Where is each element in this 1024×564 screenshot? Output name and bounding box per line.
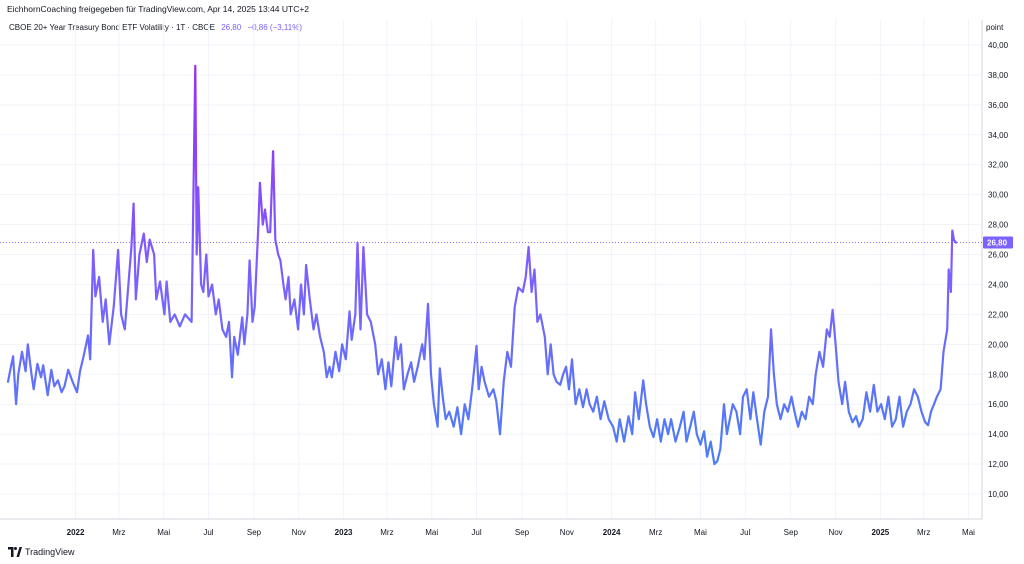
symbol-legend[interactable]: CBOE 20+ Year Treasury Bond ETF Volatili… — [9, 23, 302, 32]
symbol-name: CBOE 20+ Year Treasury Bond ETF Volatili… — [9, 23, 215, 32]
tradingview-logo-icon — [8, 547, 22, 557]
price-tick-label: 38,00 — [988, 71, 1009, 80]
price-tick-label: 10,00 — [988, 490, 1009, 499]
time-tick-label: 2023 — [335, 528, 353, 537]
time-tick-label: Mai — [157, 528, 170, 537]
price-tick-label: 36,00 — [988, 101, 1009, 110]
time-tick-label: Mrz — [380, 528, 393, 537]
time-tick-label: Sep — [247, 528, 262, 537]
tradingview-logo[interactable]: TradingView — [8, 547, 75, 557]
price-tag-label: 26,80 — [987, 239, 1008, 248]
time-tick-label: Nov — [292, 528, 306, 537]
time-tick-label: Nov — [560, 528, 574, 537]
time-tick-label: 2022 — [67, 528, 85, 537]
time-axis-labels: 2022 Mrz Mai Jul Sep Nov 2023 Mrz Mai Jul Sep Nov 20… — [67, 528, 975, 537]
time-tick-label: Sep — [515, 528, 530, 537]
time-tick-label: 2025 — [871, 528, 889, 537]
time-tick-label: Mai — [962, 528, 975, 537]
time-tick-label: 2024 — [603, 528, 621, 537]
time-tick-label: Mrz — [649, 528, 662, 537]
share-caption: EichhornCoaching freigegeben für Trading… — [7, 4, 310, 14]
grid — [0, 20, 982, 519]
price-tick-label: 24,00 — [988, 280, 1009, 289]
time-tick-label: Jul — [740, 528, 750, 537]
time-tick-label: Nov — [828, 528, 842, 537]
time-tick-label: Jul — [203, 528, 213, 537]
price-tick-label: 40,00 — [988, 41, 1009, 50]
price-tick-label: 30,00 — [988, 191, 1009, 200]
price-tick-label: 28,00 — [988, 221, 1009, 230]
time-tick-label: Mai — [425, 528, 438, 537]
tradingview-brand: TradingView — [25, 547, 75, 557]
price-tick-label: 18,00 — [988, 370, 1009, 379]
price-tick-label: 26,00 — [988, 251, 1009, 260]
price-tick-label: 12,00 — [988, 460, 1009, 469]
time-tick-label: Jul — [471, 528, 481, 537]
price-tick-label: 32,00 — [988, 161, 1009, 170]
price-tag-background — [983, 236, 1013, 249]
price-scale-unit[interactable]: point — [986, 23, 1004, 32]
price-tick-label: 34,00 — [988, 131, 1009, 140]
series-line — [6, 64, 958, 466]
price-tick-label: 14,00 — [988, 430, 1009, 439]
time-tick-label: Mrz — [112, 528, 125, 537]
time-tick-label: Mai — [694, 528, 707, 537]
price-axis-labels: 10,00 12,00 14,00 16,00 18,00 20,00 22,00 24,00… — [988, 41, 1009, 499]
last-value: 26,80 — [221, 23, 242, 32]
time-tick-label: Sep — [784, 528, 799, 537]
price-tick-label: 22,00 — [988, 310, 1009, 319]
price-change: −0,86 (−3,11%) — [247, 23, 303, 32]
time-tick-label: Mrz — [917, 528, 930, 537]
price-tick-label: 16,00 — [988, 400, 1009, 409]
price-tag: 26,80 — [983, 236, 1013, 249]
price-tick-label: 20,00 — [988, 340, 1009, 349]
